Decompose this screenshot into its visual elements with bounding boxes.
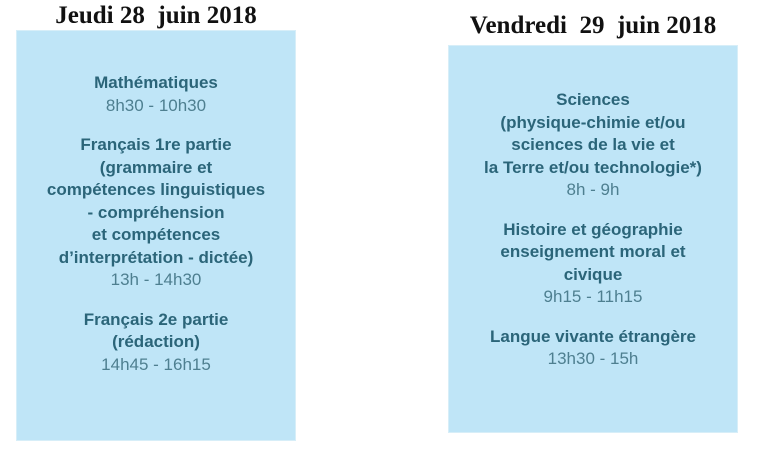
exam-time: 8h30 - 10h30 bbox=[17, 95, 295, 118]
schedule-box-friday: Sciences (physique-chimie et/ou sciences… bbox=[448, 45, 738, 433]
exam-item: Mathématiques8h30 - 10h30 bbox=[17, 72, 295, 117]
exam-time: 8h - 9h bbox=[449, 179, 737, 202]
day-title-thursday: Jeudi 28 juin 2018 bbox=[16, 2, 296, 30]
exam-subject: Français 1re partie (grammaire et compét… bbox=[17, 134, 295, 269]
exam-item: Histoire et géographie enseignement mora… bbox=[449, 219, 737, 309]
exam-time: 13h30 - 15h bbox=[449, 348, 737, 371]
exam-subject: Langue vivante étrangère bbox=[449, 326, 737, 349]
exam-time: 14h45 - 16h15 bbox=[17, 354, 295, 377]
exam-subject: Mathématiques bbox=[17, 72, 295, 95]
exam-item: Langue vivante étrangère13h30 - 15h bbox=[449, 326, 737, 371]
exam-subject: Français 2e partie (rédaction) bbox=[17, 309, 295, 354]
exam-subject: Sciences (physique-chimie et/ou sciences… bbox=[449, 89, 737, 179]
exam-item: Sciences (physique-chimie et/ou sciences… bbox=[449, 89, 737, 202]
exam-item: Français 1re partie (grammaire et compét… bbox=[17, 134, 295, 292]
day-title-friday: Vendredi 29 juin 2018 bbox=[448, 12, 738, 40]
exam-item: Français 2e partie (rédaction)14h45 - 16… bbox=[17, 309, 295, 377]
exam-time: 13h - 14h30 bbox=[17, 269, 295, 292]
schedule-box-thursday: Mathématiques8h30 - 10h30 Français 1re p… bbox=[16, 30, 296, 441]
exam-subject: Histoire et géographie enseignement mora… bbox=[449, 219, 737, 287]
exam-time: 9h15 - 11h15 bbox=[449, 286, 737, 309]
